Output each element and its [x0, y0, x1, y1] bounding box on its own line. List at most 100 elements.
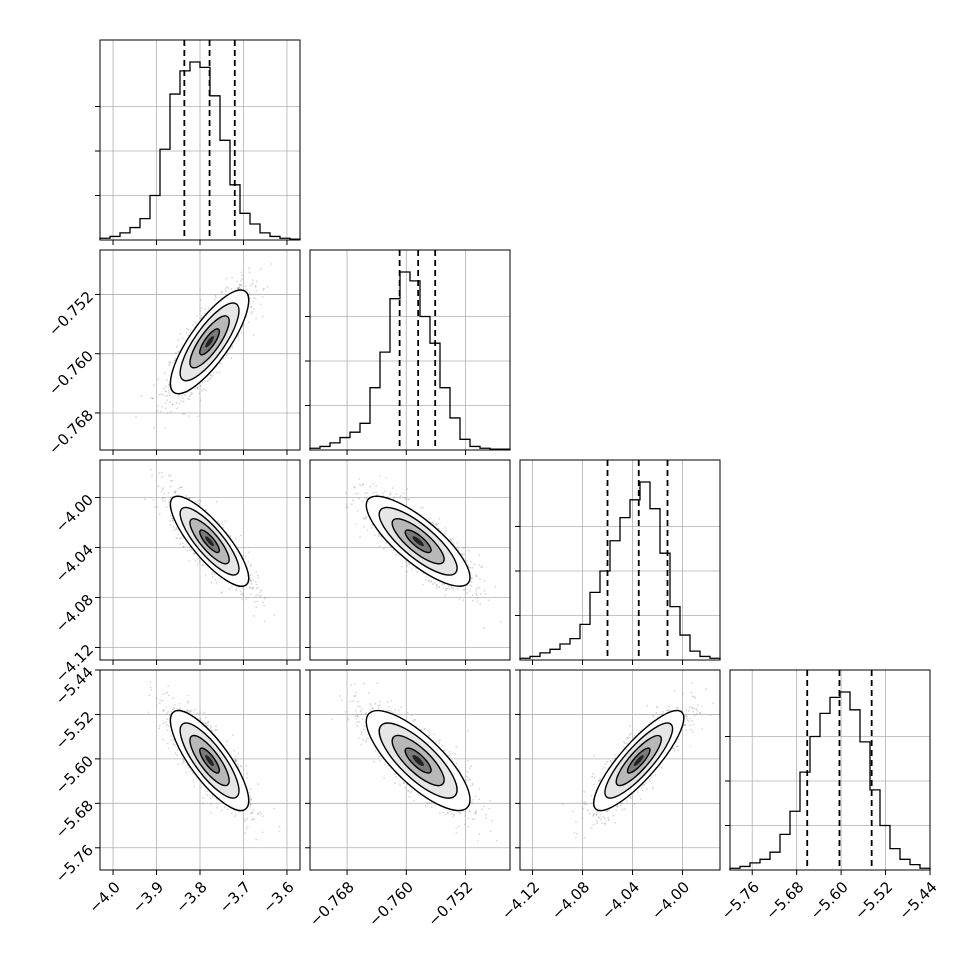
scatter-point [370, 526, 373, 529]
scatter-point [209, 374, 212, 377]
scatter-point [151, 474, 153, 477]
scatter-point [244, 832, 247, 835]
scatter-point [249, 788, 252, 791]
scatter-point [173, 492, 176, 495]
scatter-point [243, 819, 246, 822]
scatter-point [358, 478, 361, 480]
scatter-point [215, 725, 217, 727]
scatter-point [235, 759, 238, 761]
scatter-point [187, 328, 190, 331]
scatter-point [264, 596, 267, 599]
scatter-point [456, 541, 459, 544]
scatter-point [241, 274, 244, 277]
scatter-point [476, 600, 479, 603]
scatter-point [487, 599, 490, 602]
scatter-point [179, 708, 182, 711]
histogram-step [309, 271, 511, 450]
scatter-point [238, 286, 241, 289]
scatter-point [206, 793, 209, 796]
scatter-point [476, 597, 479, 600]
scatter-point [228, 587, 231, 590]
scatter-point [209, 377, 212, 380]
scatter-point [164, 385, 167, 388]
scatter-point [165, 402, 168, 405]
scatter-point [162, 487, 165, 490]
scatter-point [240, 765, 243, 768]
scatter-point [255, 280, 258, 283]
scatter-point [261, 296, 264, 298]
scatter-point [441, 583, 444, 586]
histogram-step [519, 481, 721, 660]
scatter-point [178, 486, 181, 489]
scatter-point [164, 390, 167, 393]
scatter-point [366, 529, 369, 531]
scatter-point [381, 492, 384, 494]
axes-background [520, 460, 720, 660]
scatter-point [196, 499, 199, 502]
scatter-point [478, 564, 480, 566]
scatter-point [166, 691, 169, 694]
scatter-point [479, 578, 481, 581]
scatter-point [197, 415, 200, 418]
scatter-point [240, 331, 243, 334]
axes-frame [309, 459, 511, 661]
scatter-point [169, 514, 172, 517]
scatter-point [206, 380, 209, 382]
scatter-point [169, 496, 172, 499]
scatter-point [168, 500, 170, 503]
scatter-point [249, 593, 252, 595]
scatter-point [250, 574, 252, 576]
scatter-point [195, 500, 198, 503]
scatter-point [157, 485, 160, 488]
scatter-point [224, 288, 227, 291]
scatter-point [375, 484, 378, 487]
scatter-point [345, 503, 348, 505]
scatter-point [463, 547, 465, 549]
scatter-point [176, 407, 178, 410]
scatter-point [167, 383, 170, 386]
scatter-point [183, 412, 186, 415]
scatter-point [170, 479, 172, 482]
scatter-point [172, 529, 175, 531]
scatter-point [172, 743, 174, 746]
contour-line-0 [199, 328, 221, 356]
scatter-point [249, 284, 252, 287]
scatter-point [198, 502, 201, 505]
scatter-point [470, 560, 472, 563]
scatter-point [457, 547, 460, 549]
scatter-point [202, 802, 204, 805]
scatter-point [389, 493, 392, 496]
scatter-point [466, 592, 468, 594]
scatter-point [445, 588, 447, 590]
scatter-point [174, 491, 177, 494]
scatter-point [204, 308, 206, 311]
scatter-point [164, 390, 167, 393]
scatter-point [214, 298, 216, 301]
scatter-point [251, 586, 254, 589]
scatter-point [143, 498, 146, 501]
histogram-step [99, 61, 301, 240]
scatter-point [222, 357, 225, 360]
scatter-point [181, 395, 183, 397]
scatter-point [431, 521, 434, 524]
contour-line-3 [365, 495, 471, 587]
scatter-point [483, 589, 486, 592]
scatter-point [216, 371, 218, 374]
scatter-point [469, 584, 472, 587]
histogram-step [729, 691, 931, 870]
scatter-point [210, 811, 212, 814]
scatter-point [196, 386, 199, 389]
scatter-point [150, 688, 153, 691]
scatter-point [461, 553, 464, 555]
scatter-point [171, 519, 174, 522]
scatter-point [378, 545, 381, 548]
scatter-point [179, 537, 182, 539]
scatter-point [168, 474, 170, 477]
contour-line-2 [179, 506, 240, 576]
scatter-point [197, 557, 200, 560]
scatter-point [408, 498, 410, 501]
scatter-point [163, 492, 166, 495]
scatter-point [362, 483, 364, 485]
scatter-point [149, 686, 152, 689]
scatter-panel-2-1 [309, 459, 511, 661]
